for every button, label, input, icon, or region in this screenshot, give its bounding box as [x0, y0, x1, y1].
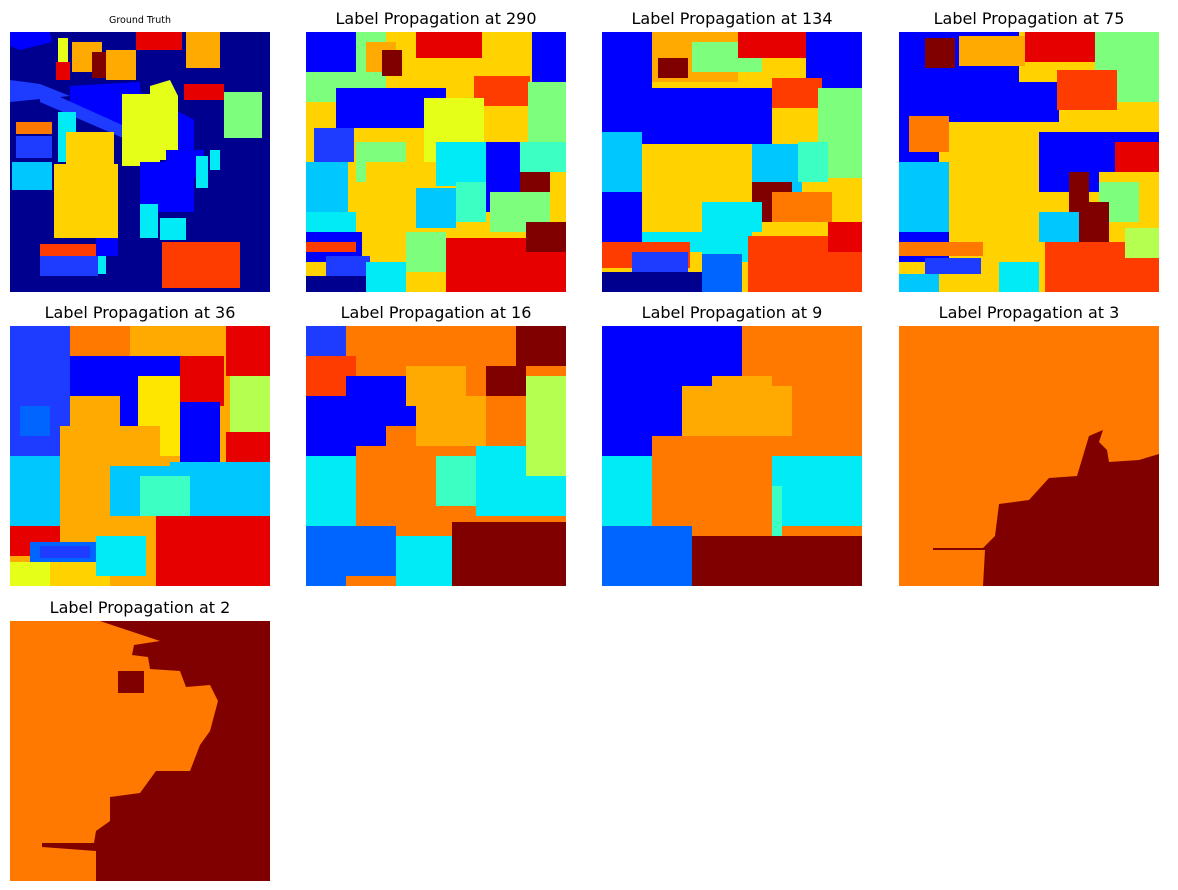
- panel-title: Label Propagation at 134: [631, 9, 833, 28]
- lp-2-map: [10, 621, 270, 881]
- lp-9-map: [602, 326, 862, 586]
- lp-16-map: [306, 326, 566, 586]
- lp-75-map: [899, 32, 1159, 292]
- lp-134-map: [602, 32, 862, 292]
- panel-title: Label Propagation at 290: [335, 9, 537, 28]
- panel-title: Label Propagation at 2: [49, 598, 231, 617]
- panel-title: Label Propagation at 16: [340, 303, 532, 322]
- panel-title: Label Propagation at 9: [641, 303, 823, 322]
- ground-truth-map: [10, 32, 270, 292]
- panel-title: Label Propagation at 36: [44, 303, 236, 322]
- lp-3-map: [899, 326, 1159, 586]
- panel-title: Ground Truth: [108, 15, 172, 26]
- lp-36-map: [10, 326, 270, 586]
- lp-290-map: [306, 32, 566, 292]
- panel-title: Label Propagation at 3: [938, 303, 1120, 322]
- panel-title: Label Propagation at 75: [933, 9, 1125, 28]
